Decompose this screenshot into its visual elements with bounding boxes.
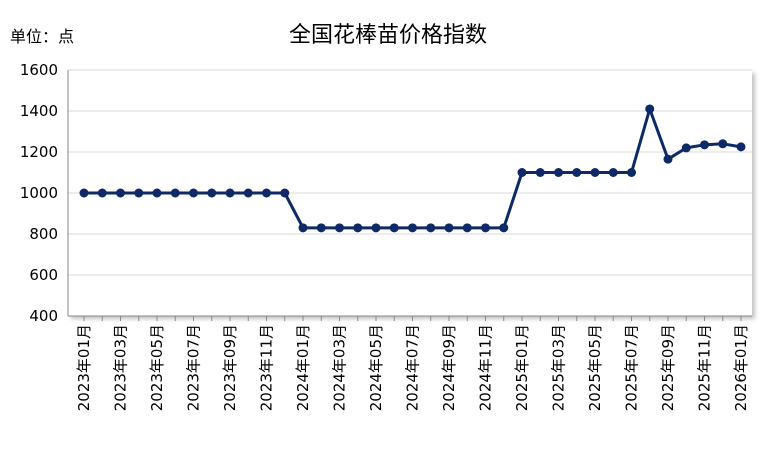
y-tick-label: 1200 [20, 143, 58, 161]
x-tick-label: 2025年01月 [513, 324, 531, 411]
marker [535, 168, 545, 177]
marker [243, 188, 253, 198]
x-tick-label: 2024年03月 [331, 324, 349, 411]
x-tick-label: 2024年11月 [477, 324, 495, 411]
marker [700, 140, 709, 150]
marker [408, 223, 417, 233]
marker [681, 143, 691, 153]
marker [572, 168, 582, 177]
marker [97, 188, 107, 198]
marker [426, 223, 436, 233]
y-tick-label: 1000 [20, 184, 58, 202]
marker [444, 223, 454, 233]
marker [134, 188, 144, 198]
marker [517, 168, 527, 177]
marker [663, 154, 673, 164]
marker [389, 223, 399, 233]
marker [298, 223, 308, 233]
marker [481, 223, 490, 233]
marker [554, 168, 563, 177]
marker [590, 168, 600, 177]
marker [152, 188, 162, 198]
y-tick-label: 600 [29, 266, 58, 284]
x-tick-label: 2024年05月 [367, 324, 385, 411]
marker [645, 104, 655, 114]
marker [116, 188, 125, 198]
unit-label: 单位：点 [10, 27, 74, 46]
x-tick-label: 2023年09月 [221, 324, 239, 411]
marker [225, 188, 235, 198]
x-tick-label: 2023年07月 [185, 324, 203, 411]
x-tick-label: 2024年09月 [440, 324, 458, 411]
x-tick-label: 2024年01月 [294, 324, 312, 411]
marker [627, 168, 636, 177]
marker [353, 223, 363, 233]
y-tick-label: 800 [29, 225, 58, 243]
marker [170, 188, 180, 198]
marker [262, 188, 271, 198]
marker [736, 142, 746, 152]
y-tick-label: 1600 [20, 61, 58, 79]
marker [718, 139, 728, 149]
y-tick-label: 1400 [20, 102, 58, 120]
x-tick-label: 2023年03月 [112, 324, 130, 411]
x-tick-label: 2026年01月 [732, 324, 750, 411]
chart-title: 全国花棒苗价格指数 [289, 23, 487, 48]
x-tick-label: 2023年05月 [148, 324, 166, 411]
marker [335, 223, 344, 233]
x-tick-label: 2025年07月 [623, 324, 641, 411]
marker [499, 223, 509, 233]
marker [462, 223, 472, 233]
marker [280, 188, 290, 198]
marker [207, 188, 217, 198]
x-tick-label: 2023年11月 [258, 324, 276, 411]
x-tick-label: 2025年03月 [550, 324, 568, 411]
marker [189, 188, 198, 198]
marker [371, 223, 381, 233]
x-tick-label: 2025年11月 [696, 324, 714, 411]
x-tick-label: 2025年05月 [586, 324, 604, 411]
marker [608, 168, 618, 177]
marker [316, 223, 326, 233]
x-tick-label: 2025年09月 [659, 324, 677, 411]
y-tick-label: 400 [29, 307, 58, 325]
x-tick-label: 2023年01月 [75, 324, 93, 411]
marker [79, 188, 89, 198]
x-tick-label: 2024年07月 [404, 324, 422, 411]
